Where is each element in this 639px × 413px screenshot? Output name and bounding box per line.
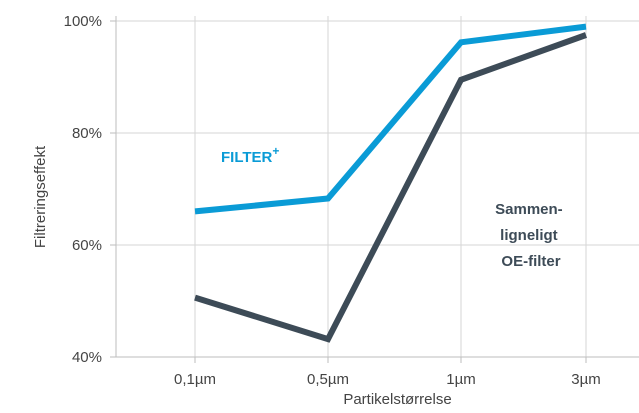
series-label-oe-line-3: OE-filter xyxy=(501,253,560,270)
x-tick-label-2: 1µm xyxy=(446,371,475,388)
series-label-filter-name: FILTER xyxy=(221,149,273,166)
series-lines xyxy=(194,23,588,343)
series-line-0 xyxy=(194,23,587,215)
x-axis-label: Partikelstørrelse xyxy=(343,391,451,408)
x-tick-label-0: 0,1µm xyxy=(174,371,216,388)
y-axis-ticks: 40% 60% 80% 100% xyxy=(64,13,116,366)
grid-lines xyxy=(116,16,639,357)
y-tick-label-2: 80% xyxy=(72,125,102,142)
x-tick-label-1: 0,5µm xyxy=(307,371,349,388)
y-tick-label-1: 60% xyxy=(72,237,102,254)
series-label-filter: FILTER+ xyxy=(221,144,279,166)
series-label-filter-superscript: + xyxy=(272,144,279,158)
series-label-oe-line-1: Sammen- xyxy=(495,201,563,218)
x-tick-label-3: 3µm xyxy=(571,371,600,388)
series-line-1 xyxy=(194,32,588,343)
x-axis-ticks: 0,1µm 0,5µm 1µm 3µm xyxy=(174,357,601,388)
axes xyxy=(115,16,639,358)
y-tick-label-3: 100% xyxy=(64,13,102,30)
series-label-oe-line-2: ligneligt xyxy=(500,227,558,244)
series-label-oe-filter: Sammen- ligneligt OE-filter xyxy=(495,201,567,270)
y-axis-label: Filtreringseffekt xyxy=(32,145,49,248)
y-tick-label-0: 40% xyxy=(72,349,102,366)
